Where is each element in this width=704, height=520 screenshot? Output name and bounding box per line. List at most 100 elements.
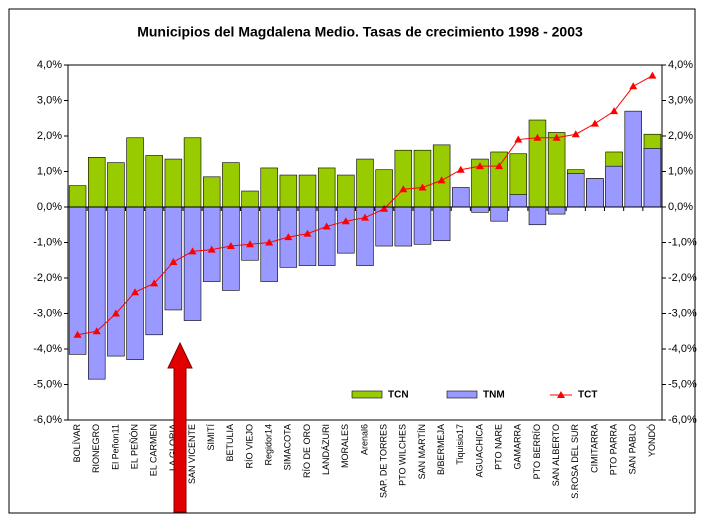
bar — [547, 206, 566, 215]
x-tick-label: RÍO DE ORO — [302, 424, 312, 478]
bar — [145, 155, 163, 208]
y-tick-label: 2,0% — [37, 130, 62, 142]
marker — [533, 133, 542, 141]
marker — [169, 258, 178, 266]
x-tick-label: SAP. DE TORRES — [379, 424, 389, 498]
marker — [610, 107, 619, 115]
bar — [375, 206, 393, 247]
bar — [471, 206, 489, 213]
x-tick-label: PTO WILCHES — [398, 424, 408, 486]
x-tick-label: PTO NARE — [494, 424, 504, 470]
x-tick-label: LA GLORIA — [168, 424, 178, 471]
marker — [73, 330, 82, 338]
arrow — [167, 341, 193, 513]
marker — [111, 309, 120, 317]
marker — [226, 242, 235, 250]
y2-tick-label: -5,0% — [668, 378, 697, 390]
bar — [241, 206, 259, 261]
x-tick-label: PTO BERRÍO — [532, 424, 542, 479]
bar — [317, 167, 336, 208]
marker — [648, 71, 657, 79]
bar — [624, 110, 642, 208]
x-tick-label: MORALES — [340, 424, 350, 468]
marker — [552, 133, 561, 141]
marker — [131, 288, 140, 296]
bar — [107, 206, 125, 357]
bar — [413, 149, 432, 208]
bar — [145, 206, 163, 336]
bar — [222, 162, 240, 208]
legend-swatch — [557, 391, 565, 398]
marker — [92, 327, 101, 335]
bar — [567, 172, 585, 208]
y-tick-label: -2,0% — [33, 272, 62, 284]
y2-tick-label: 1,0% — [668, 165, 693, 177]
y-tick-label: -1,0% — [33, 236, 62, 248]
x-tick-label: Tiquisio17 — [455, 424, 465, 465]
marker — [361, 213, 369, 221]
x-tick-label: Arenal6 — [359, 424, 369, 455]
bar — [202, 176, 221, 208]
marker — [188, 247, 197, 255]
y2-tick-label: -6,0% — [668, 414, 697, 426]
x-tick-label: EL CARMEN — [149, 424, 159, 476]
y-tick-label: 4,0% — [37, 59, 62, 71]
bar — [88, 157, 106, 208]
marker — [303, 229, 312, 237]
x-tick-label: RIONEGRO — [91, 424, 101, 473]
marker — [437, 176, 446, 184]
bar — [202, 206, 221, 282]
legend-swatch — [446, 390, 478, 399]
legend-label: TCT — [578, 390, 597, 401]
bar — [586, 178, 604, 208]
x-tick-label: Regidor14 — [264, 424, 274, 466]
x-tick-label: CIMITARRA — [589, 424, 599, 473]
marker — [150, 279, 159, 287]
legend-label: TCN — [388, 390, 409, 401]
bar — [126, 137, 144, 208]
bar — [164, 158, 183, 208]
bar — [413, 206, 432, 245]
marker — [341, 217, 350, 225]
bar — [107, 162, 125, 208]
marker — [322, 222, 331, 230]
bar — [88, 206, 106, 380]
x-tick-label: El Peñon11 — [110, 424, 120, 470]
x-tick-label: SAN PABLO — [628, 424, 638, 474]
bar — [68, 185, 87, 208]
bar — [260, 167, 278, 208]
y2-tick-label: 3,0% — [668, 94, 693, 106]
y2-tick-label: -4,0% — [668, 343, 697, 355]
x-tick-label: B/BERMEJA — [436, 424, 446, 475]
bar — [490, 206, 508, 222]
x-tick-label: RÍO VIEJO — [244, 424, 254, 469]
bar — [394, 206, 413, 247]
bar — [432, 206, 451, 242]
x-tick-label: BOLÍVAR — [72, 424, 82, 463]
y-tick-label: 0,0% — [37, 201, 62, 213]
y2-tick-label: 0,0% — [668, 201, 693, 213]
legend-swatch — [351, 390, 383, 399]
bar — [241, 190, 259, 208]
legend-label: TNM — [483, 390, 505, 401]
bar — [432, 144, 451, 208]
x-tick-label: SIMITÍ — [206, 424, 216, 451]
y2-tick-label: -1,0% — [668, 236, 697, 248]
x-tick-label: GAMARRA — [513, 424, 523, 470]
marker — [265, 238, 274, 246]
bar — [547, 132, 566, 208]
bar — [643, 148, 662, 208]
x-tick-label: SAN VICENTE — [187, 424, 197, 484]
bar — [183, 137, 202, 208]
marker — [590, 119, 599, 127]
marker — [399, 185, 408, 193]
bar — [356, 158, 374, 208]
marker — [380, 204, 389, 212]
bar — [317, 206, 336, 266]
y-tick-label: -6,0% — [33, 414, 62, 426]
marker — [475, 162, 484, 170]
marker — [629, 82, 638, 90]
y2-tick-label: -2,0% — [668, 272, 697, 284]
x-tick-label: EL PEÑÓN — [129, 424, 139, 469]
marker — [207, 245, 216, 253]
